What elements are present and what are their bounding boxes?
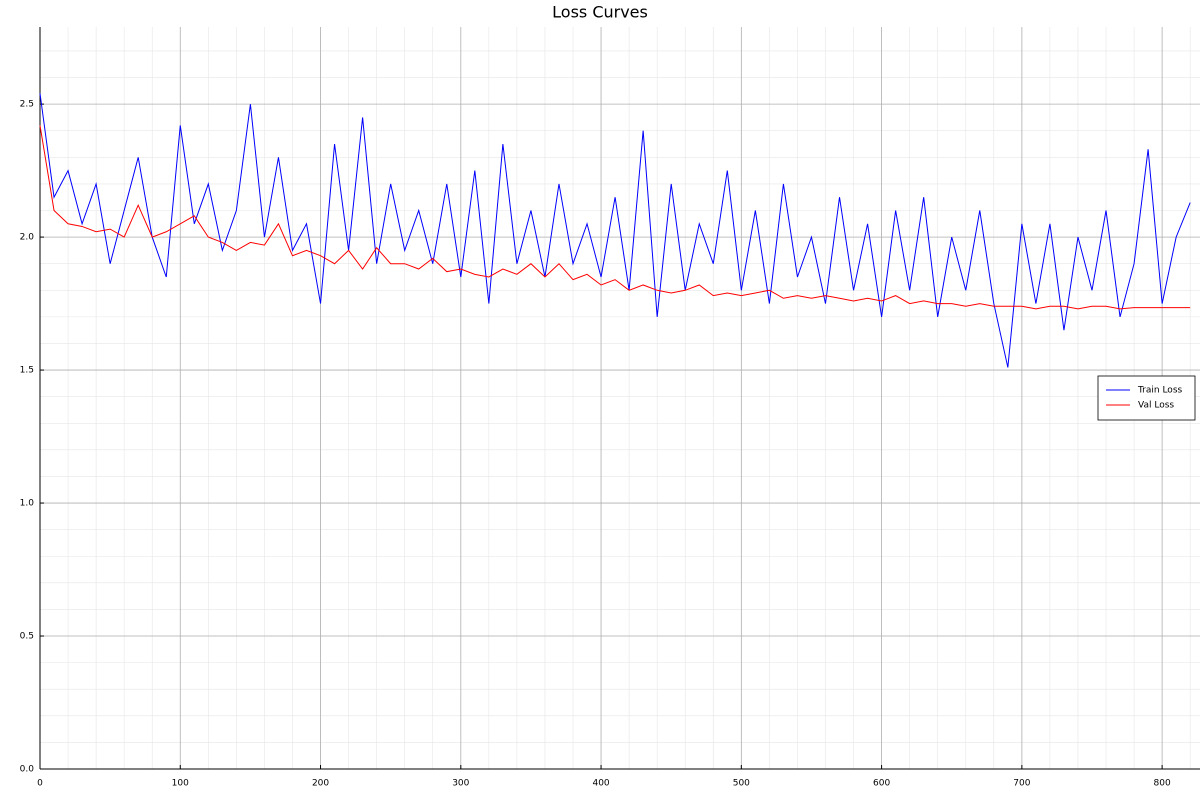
legend-label: Val Loss [1138,401,1174,411]
x-tick-label: 600 [873,779,890,789]
x-tick-label: 300 [452,779,469,789]
legend-label: Train Loss [1137,386,1183,396]
x-tick-label: 100 [172,779,189,789]
y-tick-label: 0.0 [20,765,35,775]
y-tick-label: 1.5 [20,366,34,376]
x-tick-label: 200 [312,779,329,789]
x-tick-label: 500 [733,779,750,789]
legend: Train Loss Val Loss [1097,375,1196,421]
x-tick-label: 400 [592,779,609,789]
x-tick-label: 0 [37,779,43,789]
y-tick-label: 1.0 [20,499,35,509]
y-tick-label: 0.5 [20,632,34,642]
line-series [39,125,1191,310]
y-tick-label: 2.5 [20,100,34,110]
y-tick-label: 2.0 [20,233,35,243]
line-series [39,93,1191,368]
chart-title: Loss Curves [552,3,648,22]
legend-box [1097,375,1196,421]
x-tick-label: 800 [1154,779,1171,789]
x-tick-label: 700 [1013,779,1030,789]
